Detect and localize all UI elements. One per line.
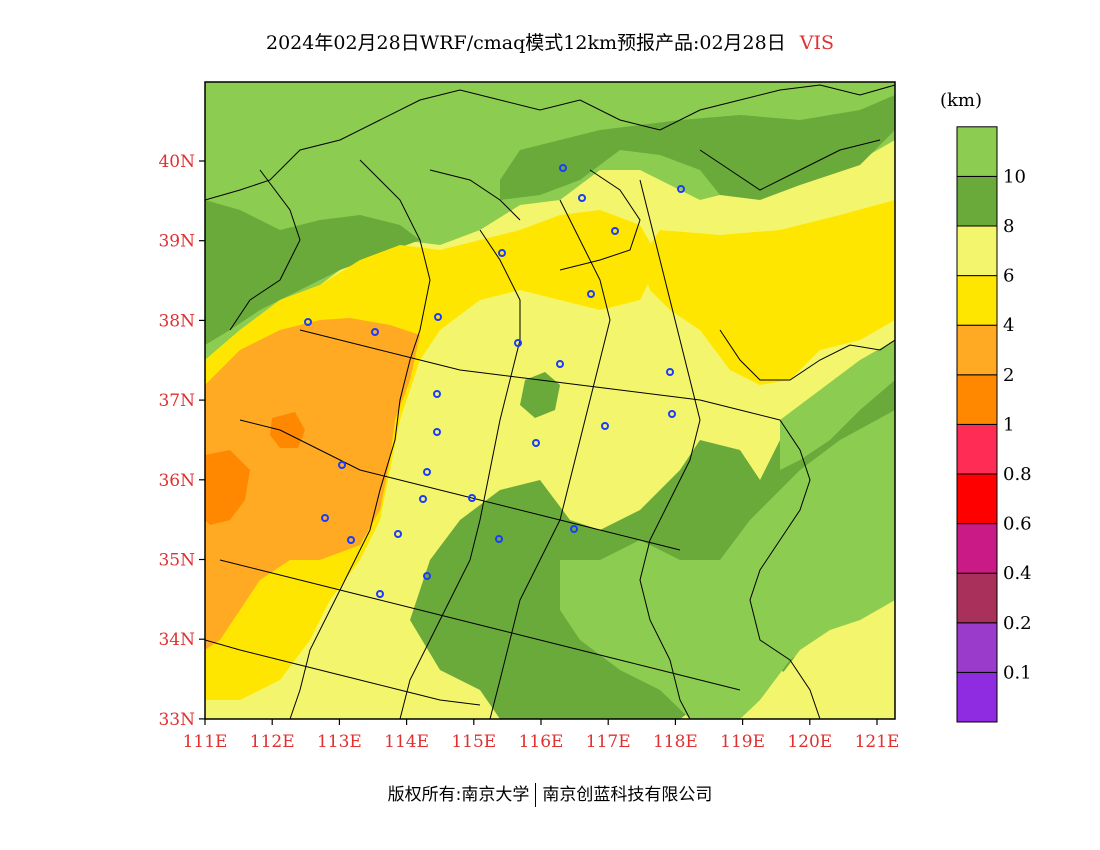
colorbar-unit: (km) (940, 90, 983, 111)
longitude-axis: 111E 112E 113E 114E 115E 116E 117E 118E 119E 120E… (183, 719, 900, 752)
city-marker (468, 494, 476, 502)
lon-tick-label: 119E (720, 732, 765, 752)
city-marker (498, 249, 506, 257)
field-sea-green (780, 340, 895, 470)
field-darkorange-2 (270, 412, 305, 448)
lat-tick-label: 35N (158, 551, 195, 571)
lon-tick-label: 113E (317, 732, 362, 752)
lon-tick-label: 111E (183, 732, 228, 752)
city-marker (423, 572, 431, 580)
colorbar-label: 6 (1003, 266, 1014, 287)
colorbar-segment (956, 225, 998, 277)
field-orange-west (205, 318, 420, 650)
visibility-field (205, 82, 895, 719)
colorbar-segment (956, 126, 998, 177)
city-marker (611, 227, 619, 235)
city-marker (376, 590, 384, 598)
field-south-green (560, 410, 895, 719)
colorbar-segment (956, 622, 998, 673)
lon-tick-label: 115E (451, 732, 496, 752)
colorbar-segment (956, 175, 998, 227)
footer-copyright: 版权所有:南京大学 (387, 785, 530, 805)
city-marker (419, 495, 427, 503)
field-north-darkgreen (500, 95, 895, 200)
city-marker (433, 428, 441, 436)
colorbar-label: 0.4 (1003, 563, 1032, 584)
city-marker (587, 290, 595, 298)
city-marker (371, 328, 379, 336)
city-marker (668, 410, 676, 418)
lon-tick-label: 116E (519, 732, 564, 752)
city-marker (570, 525, 578, 533)
field-green-patch (520, 372, 560, 418)
city-marker (423, 468, 431, 476)
colorbar-label: 2 (1003, 365, 1014, 386)
colorbar-segment (956, 523, 998, 574)
city-marker (556, 360, 564, 368)
colorbar-segment (956, 671, 998, 723)
lon-tick-label: 117E (586, 732, 631, 752)
colorbar-segment (956, 374, 998, 425)
colorbar-segment (956, 572, 998, 624)
lon-tick-label: 120E (787, 732, 832, 752)
lat-tick-label: 37N (158, 391, 195, 411)
lat-tick-label: 40N (158, 152, 195, 172)
city-marker (321, 514, 329, 522)
lat-tick-label: 34N (158, 630, 195, 650)
city-marker (532, 439, 540, 447)
colorbar-label: 1 (1003, 414, 1014, 435)
lon-tick-label: 118E (653, 732, 698, 752)
city-marker (304, 318, 312, 326)
colorbar-label: 0.1 (1003, 662, 1032, 683)
colorbar: 0.1 0.2 0.4 0.6 0.8 1 2 4 6 8 10 (956, 126, 1032, 723)
city-marker (347, 536, 355, 544)
latitude-axis: 40N 39N 38N 37N 36N 35N 34N 33N (158, 152, 205, 730)
city-markers (304, 164, 685, 598)
footer: 版权所有:南京大学 南京创蓝科技有限公司 (0, 780, 1100, 807)
field-darkorange-1 (205, 450, 250, 525)
city-marker (495, 535, 503, 543)
colorbar-label: 8 (1003, 216, 1014, 237)
colorbar-segment (956, 275, 998, 326)
city-marker (433, 390, 441, 398)
city-marker (559, 164, 567, 172)
title-variable: VIS (799, 32, 834, 54)
colorbar-label: 10 (1003, 166, 1026, 187)
colorbar-label: 0.8 (1003, 464, 1032, 485)
city-marker (666, 368, 674, 376)
lat-tick-label: 38N (158, 311, 195, 331)
city-marker (601, 422, 609, 430)
city-marker (514, 339, 522, 347)
footer-company: 南京创蓝科技有限公司 (542, 785, 713, 805)
lon-tick-label: 112E (250, 732, 295, 752)
lat-tick-label: 36N (158, 471, 195, 491)
city-marker (434, 313, 442, 321)
colorbar-segment (956, 473, 998, 525)
admin-boundaries (205, 84, 895, 719)
map-title: 2024年02月28日WRF/cmaq模式12km预报产品:02月28日 VIS (0, 28, 1100, 55)
city-marker (394, 530, 402, 538)
city-marker (338, 461, 346, 469)
title-text: 2024年02月28日WRF/cmaq模式12km预报产品:02月28日 (266, 32, 786, 54)
colorbar-label: 0.6 (1003, 514, 1032, 535)
colorbar-segment (956, 324, 998, 376)
city-marker (578, 194, 586, 202)
field-southeast-yellow (770, 600, 895, 719)
lon-tick-label: 114E (384, 732, 429, 752)
colorbar-label: 0.2 (1003, 613, 1032, 634)
field-northwest-darkgreen (205, 200, 420, 345)
lon-tick-label: 121E (855, 732, 900, 752)
lat-tick-label: 39N (158, 232, 195, 252)
lat-tick-label: 33N (158, 710, 195, 730)
colorbar-label: 4 (1003, 315, 1014, 336)
colorbar-segment (956, 423, 998, 475)
field-yellow-east (640, 200, 895, 385)
city-marker (677, 185, 685, 193)
footer-separator (535, 783, 537, 807)
